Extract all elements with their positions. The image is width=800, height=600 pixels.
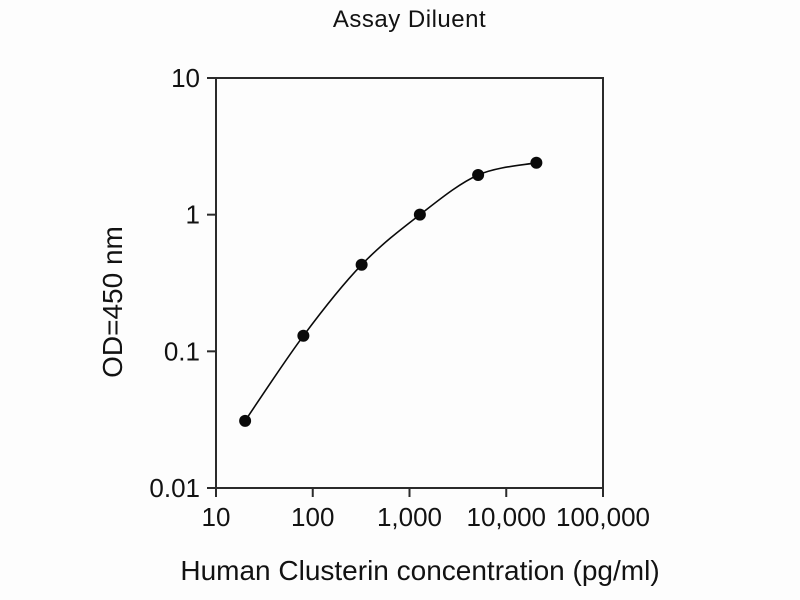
y-tick-label: 0.1 — [164, 336, 200, 366]
x-tick-label: 10,000 — [466, 502, 546, 532]
data-point — [355, 258, 368, 271]
y-tick-label: 1 — [186, 200, 200, 230]
chart-title: Assay Diluent — [332, 6, 487, 33]
standard-curve-line — [244, 161, 537, 422]
y-tick-label: 0.01 — [149, 473, 200, 503]
data-point — [297, 329, 310, 342]
x-tick-label: 10 — [202, 502, 231, 532]
data-point — [530, 156, 543, 169]
x-tick-label: 1,000 — [377, 502, 442, 532]
y-tick-label: 10 — [171, 63, 200, 93]
x-tick-label: 100,000 — [556, 502, 650, 532]
data-point — [239, 414, 252, 427]
x-axis-label: Human Clusterin concentration (pg/ml) — [180, 555, 660, 586]
data-point — [413, 208, 426, 221]
x-tick-label: 100 — [291, 502, 334, 532]
plot-box — [215, 77, 604, 489]
data-point — [472, 169, 485, 182]
